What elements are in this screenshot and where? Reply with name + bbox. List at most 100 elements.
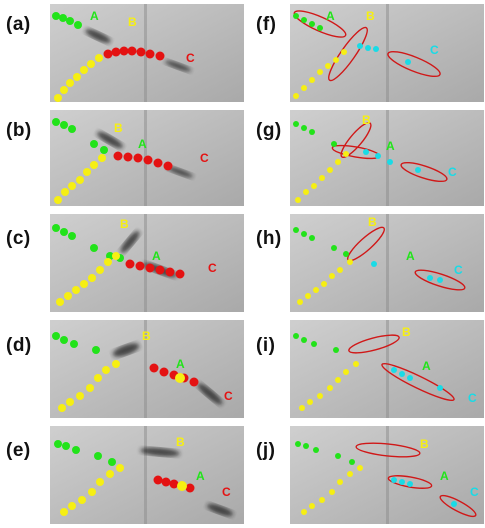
ellipse-B-i: [348, 334, 400, 354]
image-frame-c: B A C: [50, 214, 244, 312]
yellow-track-g: [295, 151, 349, 203]
streak-d: [197, 383, 223, 405]
panel-label-d: (d): [6, 335, 32, 356]
particle-label-C-a: C: [186, 51, 195, 65]
image-frame-j: B A C: [290, 426, 484, 524]
streak-c: [120, 230, 140, 254]
photo-j: B A C: [290, 426, 484, 524]
particle-label-B-i: B: [402, 325, 411, 339]
green-track-i: [293, 333, 339, 353]
cyan-track-h: [371, 261, 443, 283]
photo-b: B A C: [50, 110, 244, 206]
particle-label-C-d: C: [224, 389, 233, 403]
yellow-track-j: [301, 465, 363, 515]
streak-b: [166, 166, 194, 178]
streak-e: [140, 447, 180, 457]
panel-label-j: (j): [256, 440, 276, 461]
particle-label-C-e: C: [222, 485, 231, 499]
panel-label-c: (c): [6, 228, 31, 249]
yellow-track-e: [60, 464, 124, 516]
cyan-track-j: [391, 477, 457, 507]
streak-a: [164, 60, 192, 72]
groove-a: [144, 4, 147, 102]
particle-label-B-e: B: [176, 435, 185, 449]
yellow-track-d: [58, 360, 120, 412]
groove-g: [386, 110, 389, 206]
green-track-e: [54, 440, 116, 466]
panel-label-f: (f): [256, 14, 277, 35]
yellow-track-i: [299, 361, 359, 411]
yellow-dot-d: [175, 373, 185, 383]
panel-label-g: (g): [256, 120, 282, 141]
particle-label-C-j: C: [470, 485, 479, 499]
image-frame-b: B A C: [50, 110, 244, 206]
particle-label-A-h: A: [406, 249, 415, 263]
particle-label-B-c: B: [120, 217, 129, 231]
yellow-track-b: [54, 154, 106, 204]
particle-label-A-j: A: [440, 469, 449, 483]
green-track-g: [293, 121, 337, 147]
photo-e: B A C: [50, 426, 244, 524]
ellipse-AC-i: [381, 362, 455, 402]
yellow-track-h: [297, 259, 353, 305]
streak-e: [206, 503, 234, 517]
streak-a: [85, 29, 111, 43]
cyan-track-i: [391, 367, 443, 391]
image-frame-f: A B C: [290, 4, 484, 102]
green-track-h: [293, 227, 349, 257]
red-track-a: [103, 46, 165, 61]
photo-c: B A C: [50, 214, 244, 312]
red-track-c: [125, 259, 185, 279]
particle-label-A-e: A: [196, 469, 205, 483]
photo-f: A B C: [290, 4, 484, 102]
particle-label-B-h: B: [368, 215, 377, 229]
particle-label-C-g: C: [448, 165, 457, 179]
panel-label-i: (i): [256, 335, 276, 356]
particle-label-C-h: C: [454, 263, 463, 277]
particle-label-B-f: B: [366, 9, 375, 23]
particle-label-C-c: C: [208, 261, 217, 275]
yellow-track-f: [293, 49, 347, 99]
panel-label-h: (h): [256, 228, 282, 249]
yellow-track-a: [54, 54, 103, 102]
cyan-track-f: [357, 43, 411, 65]
groove-h: [386, 214, 389, 312]
particle-label-A-g: A: [386, 139, 395, 153]
panel-label-e: (e): [6, 440, 31, 461]
groove-i: [386, 320, 389, 418]
photo-h: B A C: [290, 214, 484, 312]
particle-label-C-b: C: [200, 151, 209, 165]
groove-j: [386, 426, 389, 524]
groove-d: [144, 320, 147, 418]
green-track-b: [52, 118, 108, 154]
particle-label-C-i: C: [468, 391, 477, 405]
streak-d: [112, 343, 140, 357]
groove-f: [386, 4, 389, 102]
streak-b: [96, 131, 124, 149]
image-frame-e: B A C: [50, 426, 244, 524]
particle-label-B-g: B: [362, 113, 371, 127]
photo-d: B A C: [50, 320, 244, 418]
photo-i: B A C: [290, 320, 484, 418]
image-frame-a: A B C: [50, 4, 244, 102]
image-frame-d: B A C: [50, 320, 244, 418]
photo-a: A B C: [50, 4, 244, 102]
cyan-track-g: [363, 149, 421, 173]
photo-g: B A C: [290, 110, 484, 206]
yellow-dot-e: [177, 481, 187, 491]
particle-label-A-c: A: [152, 249, 161, 263]
ellipse-C-f: [387, 50, 441, 78]
ellipse-C-h: [414, 269, 466, 291]
green-track-d: [52, 332, 100, 354]
panel-label-a: (a): [6, 14, 31, 35]
ellipse-B-g: [340, 122, 372, 158]
particle-label-B-j: B: [420, 437, 429, 451]
particle-label-A-d: A: [176, 357, 185, 371]
particle-label-B-b: B: [114, 121, 123, 135]
red-track-b: [113, 151, 173, 171]
particle-label-B-a: B: [128, 15, 137, 29]
particle-label-B-d: B: [142, 329, 151, 343]
particle-label-A-a: A: [90, 9, 99, 23]
image-frame-i: B A C: [290, 320, 484, 418]
green-track-f: [293, 13, 323, 31]
